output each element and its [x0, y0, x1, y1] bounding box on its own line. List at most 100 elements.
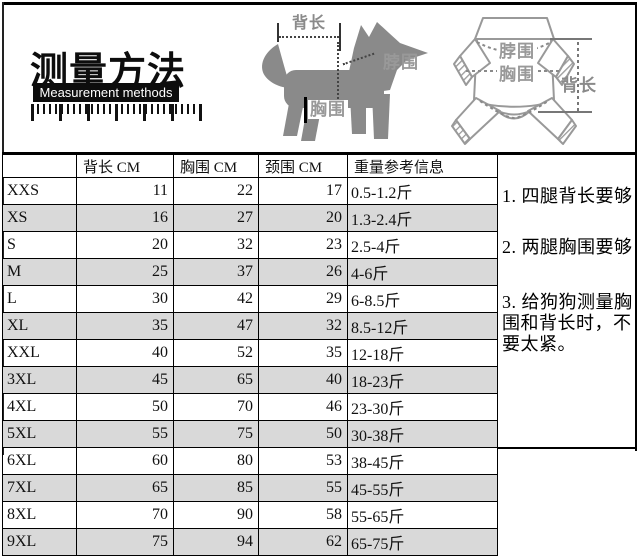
table-row: 3XL 45 65 40 18-23斤 — [2, 366, 498, 394]
weight-range: 8.5-12斤 — [347, 312, 498, 340]
back-length-value: 25 — [76, 258, 174, 286]
table-row: XL 35 47 32 8.5-12斤 — [2, 312, 498, 340]
weight-range: 1.3-2.4斤 — [347, 204, 498, 232]
size-table: 背长 CM 胸围 CM 颈围 CM 重量参考信息 XXS 11 22 17 0.5-1.… — [2, 152, 498, 556]
weight-range: 12-18斤 — [347, 339, 498, 367]
dog-back-length-right-tick — [339, 23, 341, 51]
neck-value: 29 — [258, 285, 348, 313]
note-1: 1. 四腿背长要够 — [502, 186, 633, 206]
chest-value: 80 — [173, 447, 259, 475]
row-size: L — [2, 285, 77, 313]
dog-chest-label: 胸围 — [308, 100, 348, 119]
chest-value: 52 — [173, 339, 259, 367]
chest-value: 65 — [173, 366, 259, 394]
neck-value: 40 — [258, 366, 348, 394]
neck-value: 58 — [258, 501, 348, 529]
neck-value: 26 — [258, 258, 348, 286]
table-row: 6XL 60 80 53 38-45斤 — [2, 447, 498, 475]
back-length-value: 11 — [76, 177, 174, 205]
back-length-value: 75 — [76, 528, 174, 556]
row-size: 3XL — [2, 366, 77, 394]
weight-range: 55-65斤 — [347, 501, 498, 529]
row-size: 5XL — [2, 420, 77, 448]
frame-top-border — [3, 2, 637, 5]
table-row: L 30 42 29 6-8.5斤 — [2, 285, 498, 313]
row-size: XL — [2, 312, 77, 340]
chest-value: 22 — [173, 177, 259, 205]
back-length-value: 60 — [76, 447, 174, 475]
ruler-icon — [31, 104, 203, 121]
garment-outline-icon — [451, 17, 592, 145]
neck-value: 23 — [258, 231, 348, 259]
neck-value: 55 — [258, 474, 348, 502]
dog-chest-tick — [304, 97, 307, 123]
neck-value: 32 — [258, 312, 348, 340]
table-row: 8XL 70 90 58 55-65斤 — [2, 501, 498, 529]
dog-back-length-left-tick — [277, 23, 279, 42]
back-length-value: 65 — [76, 474, 174, 502]
row-size: 6XL — [2, 447, 77, 475]
chest-value: 32 — [173, 231, 259, 259]
row-size: XXL — [2, 339, 77, 367]
back-length-value: 30 — [76, 285, 174, 313]
row-size: 4XL — [2, 393, 77, 421]
weight-range: 23-30斤 — [347, 393, 498, 421]
back-length-value: 20 — [76, 231, 174, 259]
table-row: S 20 32 23 2.5-4斤 — [2, 231, 498, 259]
table-row: 5XL 55 75 50 30-38斤 — [2, 420, 498, 448]
row-size: XS — [2, 204, 77, 232]
neck-value: 20 — [258, 204, 348, 232]
garment-neck-label: 脖围 — [497, 42, 537, 61]
table-header-row: 背长 CM 胸围 CM 颈围 CM 重量参考信息 — [2, 152, 498, 178]
back-length-value: 55 — [76, 420, 174, 448]
table-row: 7XL 65 85 55 45-55斤 — [2, 474, 498, 502]
table-row: XXL 40 52 35 12-18斤 — [2, 339, 498, 367]
dog-chest-line — [337, 42, 339, 99]
back-length-value: 16 — [76, 204, 174, 232]
back-length-value: 45 — [76, 366, 174, 394]
note-2: 2. 两腿胸围要够 — [502, 237, 633, 257]
dog-neck-label: 脖围 — [383, 53, 419, 72]
col-header-size — [2, 152, 77, 178]
weight-range: 18-23斤 — [347, 366, 498, 394]
notes-panel: 1. 四腿背长要够 2. 两腿胸围要够 3. 给狗狗测量胸围和背长时，不要太紧。 — [497, 152, 637, 449]
garment-chest-label: 胸围 — [497, 65, 537, 84]
neck-value: 50 — [258, 420, 348, 448]
chest-value: 90 — [173, 501, 259, 529]
neck-value: 62 — [258, 528, 348, 556]
back-length-value: 50 — [76, 393, 174, 421]
note-3: 3. 给狗狗测量胸围和背长时，不要太紧。 — [502, 292, 633, 354]
neck-value: 53 — [258, 447, 348, 475]
weight-range: 30-38斤 — [347, 420, 498, 448]
size-table-body: XXS 11 22 17 0.5-1.2斤 XS 16 27 20 1.3-2.4斤 S 20 32 23… — [2, 177, 498, 556]
page-subtitle: Measurement methods — [33, 83, 179, 102]
chest-value: 70 — [173, 393, 259, 421]
weight-range: 0.5-1.2斤 — [347, 177, 498, 205]
row-size: 9XL — [2, 528, 77, 556]
weight-range: 38-45斤 — [347, 447, 498, 475]
dog-back-length-label: 背长 — [292, 15, 327, 32]
row-size: XXS — [2, 177, 77, 205]
back-length-value: 35 — [76, 312, 174, 340]
row-size: S — [2, 231, 77, 259]
chest-value: 37 — [173, 258, 259, 286]
chest-value: 27 — [173, 204, 259, 232]
weight-range: 45-55斤 — [347, 474, 498, 502]
weight-range: 4-6斤 — [347, 258, 498, 286]
back-length-value: 40 — [76, 339, 174, 367]
chest-value: 42 — [173, 285, 259, 313]
table-row: 9XL 75 94 62 65-75斤 — [2, 528, 498, 556]
weight-range: 2.5-4斤 — [347, 231, 498, 259]
table-row: M 25 37 26 4-6斤 — [2, 258, 498, 286]
back-length-value: 70 — [76, 501, 174, 529]
neck-value: 17 — [258, 177, 348, 205]
table-row: XXS 11 22 17 0.5-1.2斤 — [2, 177, 498, 205]
row-size: M — [2, 258, 77, 286]
chest-value: 47 — [173, 312, 259, 340]
col-header-chest: 胸围 CM — [173, 152, 259, 178]
neck-value: 35 — [258, 339, 348, 367]
col-header-back-length: 背长 CM — [76, 152, 174, 178]
table-row: 4XL 50 70 46 23-30斤 — [2, 393, 498, 421]
weight-range: 65-75斤 — [347, 528, 498, 556]
col-header-weight: 重量参考信息 — [347, 152, 498, 178]
